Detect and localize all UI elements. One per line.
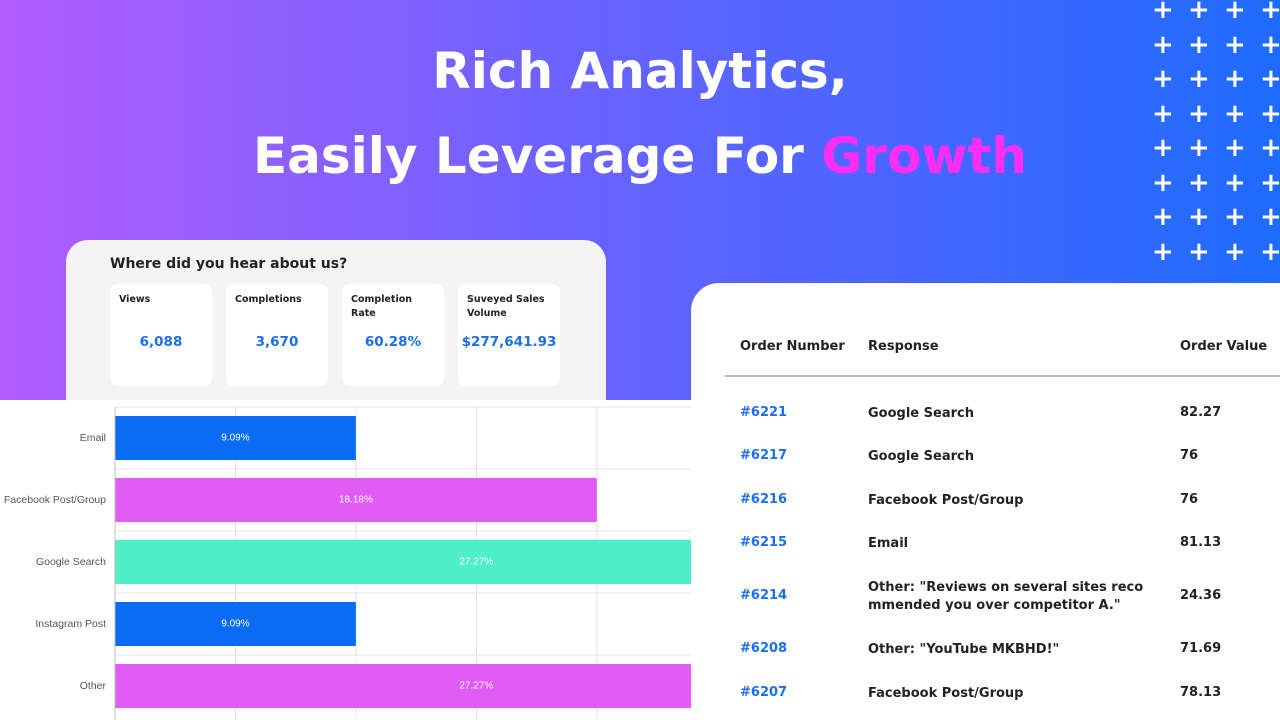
order-value: 81.13	[1180, 535, 1222, 550]
plus-icon: +	[1188, 133, 1210, 163]
plus-icon: +	[1224, 98, 1246, 129]
stat-label: Completions	[235, 294, 302, 305]
value-label: 27.27%	[459, 557, 493, 568]
plus-icon: +	[1260, 202, 1280, 232]
bar	[115, 478, 597, 522]
value-label: 18.18%	[339, 495, 373, 506]
plus-icon: +	[1224, 202, 1246, 232]
plus-icon: +	[1260, 167, 1280, 198]
category-label: Facebook Post/Group	[4, 494, 106, 506]
plus-icon: +	[1224, 64, 1246, 94]
plus-icon: +	[1152, 29, 1174, 60]
plus-icon: +	[1260, 0, 1280, 25]
order-value: 76	[1180, 492, 1199, 507]
response: Email	[868, 536, 909, 551]
bar	[115, 602, 356, 646]
stat-label: Suveyed Sales Volume	[467, 294, 545, 319]
order-number: #6215	[740, 535, 788, 550]
plus-icon: +	[1224, 133, 1246, 163]
response: Google Search	[868, 449, 974, 464]
order-value: 71.69	[1180, 641, 1222, 656]
order-number: #6216	[740, 492, 788, 507]
plus-icon: +	[1188, 64, 1210, 94]
bar	[115, 664, 710, 708]
plus-icon: +	[1260, 133, 1280, 163]
stat-label: Views	[119, 294, 151, 305]
order-value: 78.13	[1180, 685, 1222, 700]
stat-card: Completions 3,670	[226, 284, 328, 386]
order-number: #6208	[740, 641, 788, 656]
plus-icon: +	[1188, 167, 1210, 198]
plus-icon: +	[1152, 236, 1174, 267]
order-number: #6214	[740, 588, 788, 603]
value-label: 9.09%	[221, 619, 249, 630]
plus-icon: +	[1224, 167, 1246, 198]
value-label: 27.27%	[459, 681, 493, 692]
response: Other: "Reviews on several sites recomme…	[868, 580, 1144, 613]
order-value: 76	[1180, 448, 1199, 463]
orders-table: Order Number Response Order Value #6221 Goog…	[691, 283, 1280, 720]
category-label: Instagram Post	[35, 618, 106, 630]
headline-text: Easily Leverage For	[252, 127, 804, 185]
bar-chart: Email 9.09% Facebook Post/Group 18.18% Googl…	[0, 400, 710, 720]
order-number: #6221	[740, 405, 788, 420]
bar	[115, 416, 356, 460]
plus-icon: +	[1152, 133, 1174, 163]
plus-icon: +	[1260, 64, 1280, 94]
headline-highlight: Growth	[821, 127, 1028, 185]
headline: Rich Analytics,	[432, 42, 848, 100]
order-value: 24.36	[1180, 588, 1222, 603]
plus-icon: +	[1260, 29, 1280, 60]
plus-icon: +	[1188, 202, 1210, 232]
order-number: #6207	[740, 685, 788, 700]
plus-icon: +	[1224, 236, 1246, 267]
stat-card: Suveyed Sales Volume $277,641.93	[458, 284, 560, 386]
survey-title: Where did you hear about us?	[110, 256, 348, 272]
plus-icon: +	[1152, 98, 1174, 129]
response: Facebook Post/Group	[868, 493, 1024, 508]
stat-card: Completion Rate 60.28%	[342, 284, 444, 386]
column-header: Order Number	[740, 339, 845, 354]
column-header: Response	[868, 339, 939, 354]
plus-icon: +	[1188, 0, 1210, 25]
stat-card: Views 6,088	[110, 284, 212, 386]
value-label: 9.09%	[221, 433, 249, 444]
order-number: #6217	[740, 448, 788, 463]
plus-icon: +	[1152, 0, 1174, 25]
header-rule	[725, 375, 1280, 377]
order-value: 82.27	[1180, 405, 1222, 420]
plus-icon: +	[1188, 236, 1210, 267]
column-header: Order Value	[1180, 339, 1268, 354]
plus-icon: +	[1260, 98, 1280, 129]
category-label: Email	[80, 432, 106, 444]
headline: Easily Leverage For Growth	[0, 127, 1280, 185]
stat-value: $277,641.93	[461, 334, 557, 350]
response: Other: "YouTube MKBHD!"	[868, 642, 1060, 657]
stat-value: 3,670	[255, 334, 299, 350]
stat-value: 6,088	[139, 334, 183, 350]
plus-icon: +	[1224, 29, 1246, 60]
bar	[115, 540, 710, 584]
stat-value: 60.28%	[364, 334, 422, 350]
plus-icon: +	[1188, 98, 1210, 129]
response: Google Search	[868, 406, 974, 421]
plus-icon: +	[1224, 0, 1246, 25]
plus-icon: +	[1152, 64, 1174, 94]
plus-icon: +	[1260, 236, 1280, 267]
category-label: Google Search	[36, 556, 106, 568]
plus-icon: +	[1152, 202, 1174, 232]
response: Facebook Post/Group	[868, 686, 1024, 701]
stat-label: Completion Rate	[351, 294, 412, 319]
plus-icon: +	[1188, 29, 1210, 60]
category-label: Other	[80, 680, 107, 692]
plus-icon: +	[1152, 167, 1174, 198]
